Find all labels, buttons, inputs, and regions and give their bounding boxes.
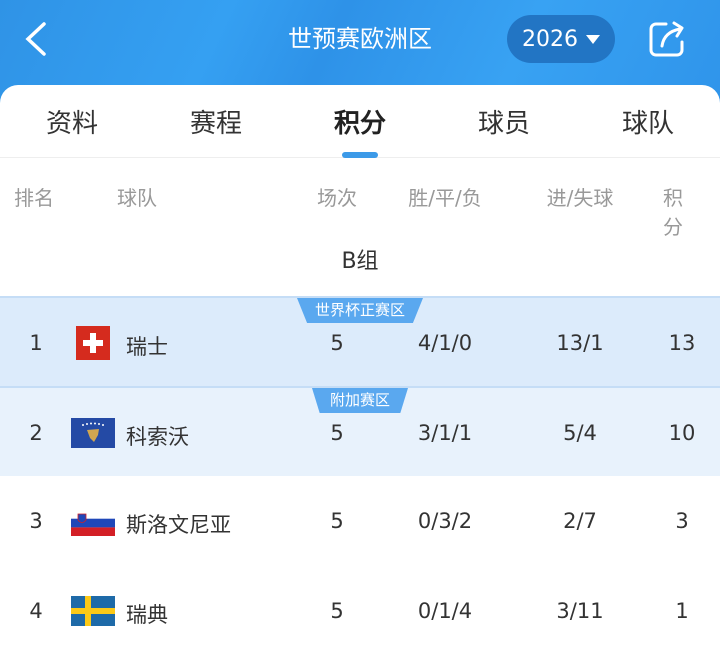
tab-info[interactable]: 资料 <box>45 109 98 139</box>
zone-badge: 世界杯正赛区 <box>296 298 424 323</box>
played: 5 <box>330 509 344 533</box>
team-name: 瑞士 <box>126 335 168 359</box>
col-points: 积分 <box>663 186 683 239</box>
switzerland-flag-icon <box>76 326 110 360</box>
team-name: 斯洛文尼亚 <box>126 513 231 537</box>
page-title: 世预赛欧洲区 <box>288 25 432 53</box>
played: 5 <box>330 599 344 623</box>
points: 3 <box>675 509 689 533</box>
col-goals: 进/失球 <box>546 186 614 210</box>
wdl: 0/3/2 <box>417 509 473 533</box>
rank: 4 <box>29 599 43 623</box>
team-name: 科索沃 <box>126 425 189 449</box>
table-row[interactable]: 3 斯洛文尼亚 5 0/3/2 2/7 3 <box>0 476 720 566</box>
year-dropdown[interactable]: 2026 <box>507 15 615 63</box>
rank: 3 <box>29 509 43 533</box>
goals: 2/7 <box>563 509 597 533</box>
kosovo-flag-icon <box>71 418 115 448</box>
caret-down-icon <box>586 34 600 44</box>
tab-bar: 资料 赛程 积分 球员 球队 <box>0 85 720 158</box>
played: 5 <box>330 421 344 445</box>
col-wdl: 胜/平/负 <box>408 186 482 210</box>
col-team: 球队 <box>117 186 157 210</box>
goals: 3/11 <box>556 599 604 623</box>
active-tab-indicator <box>342 152 378 158</box>
points: 1 <box>675 599 689 623</box>
table-row[interactable]: 4 瑞典 5 0/1/4 3/11 1 <box>0 566 720 656</box>
points: 10 <box>668 421 696 445</box>
table-row[interactable]: 附加赛区 2 科索沃 5 3/1/1 5/4 10 <box>0 386 720 476</box>
wdl: 4/1/0 <box>417 331 473 355</box>
sweden-flag-icon <box>71 596 115 626</box>
tab-schedule[interactable]: 赛程 <box>189 109 242 139</box>
goals: 5/4 <box>563 421 597 445</box>
tab-teams[interactable]: 球队 <box>621 109 674 139</box>
col-rank: 排名 <box>14 186 54 210</box>
zone-badge: 附加赛区 <box>311 388 409 413</box>
table-row[interactable]: 世界杯正赛区 1 瑞士 5 4/1/0 13/1 13 <box>0 296 720 386</box>
tab-standings[interactable]: 积分 <box>333 109 386 139</box>
rank: 2 <box>29 421 43 445</box>
wdl: 3/1/1 <box>417 421 473 445</box>
tab-players[interactable]: 球员 <box>477 109 530 139</box>
team-name: 瑞典 <box>126 603 168 627</box>
year-value: 2026 <box>522 26 578 52</box>
wdl: 0/1/4 <box>417 599 473 623</box>
chevron-left-icon[interactable] <box>22 22 52 56</box>
col-played: 场次 <box>317 186 357 210</box>
slovenia-flag-icon <box>71 510 115 536</box>
goals: 13/1 <box>556 331 604 355</box>
share-icon[interactable] <box>648 20 688 58</box>
group-title: B组 <box>341 249 379 274</box>
points: 13 <box>668 331 696 355</box>
played: 5 <box>330 331 344 355</box>
rank: 1 <box>29 331 43 355</box>
